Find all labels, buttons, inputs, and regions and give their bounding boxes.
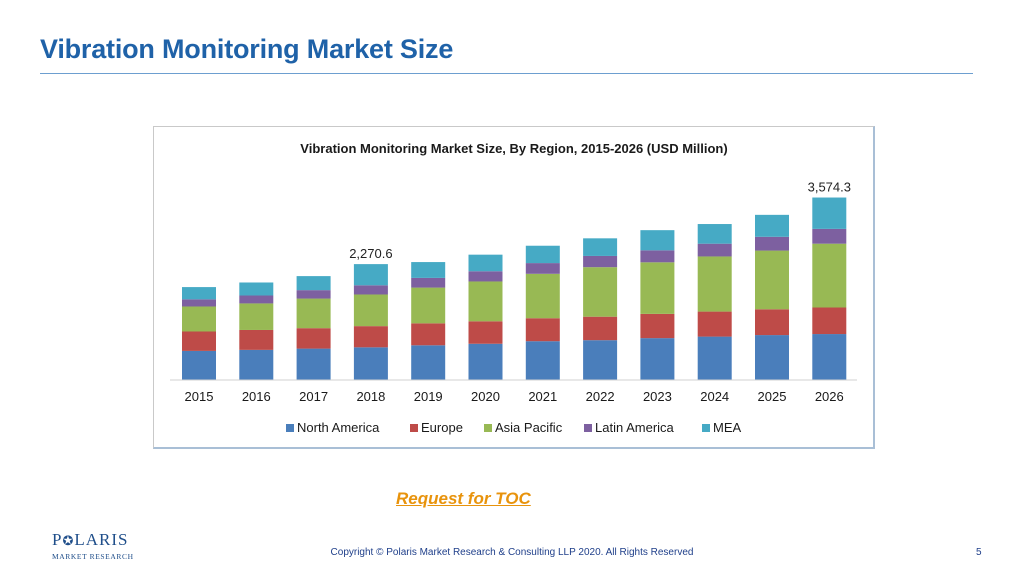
- x-tick-label: 2020: [471, 389, 500, 404]
- bar-europe-2018: [353, 326, 388, 348]
- request-toc-link[interactable]: Request for TOC: [396, 489, 531, 508]
- x-tick-label: 2015: [185, 389, 214, 404]
- page-number: 5: [976, 547, 982, 558]
- bar-mea-2016: [239, 282, 274, 296]
- bars-layer: [182, 197, 847, 380]
- bar-europe-2025: [755, 309, 789, 336]
- bar-asia-pacific-2016: [239, 303, 274, 330]
- bar-asia-pacific-2025: [755, 250, 789, 310]
- bar-europe-2016: [239, 329, 274, 350]
- bar-north-america-2026: [812, 334, 847, 380]
- bar-north-america-2018: [353, 347, 388, 380]
- bar-north-america-2024: [697, 336, 732, 380]
- x-tick-label: 2021: [528, 389, 557, 404]
- chart-container: Vibration Monitoring Market Size, By Reg…: [153, 126, 875, 449]
- legend-label-europe: Europe: [421, 420, 463, 435]
- x-tick-label: 2024: [700, 389, 729, 404]
- bar-asia-pacific-2021: [525, 273, 560, 319]
- bar-north-america-2025: [755, 335, 789, 380]
- bar-north-america-2016: [239, 349, 274, 380]
- bar-asia-pacific-2018: [353, 294, 388, 327]
- bar-mea-2024: [697, 224, 732, 244]
- x-tick-label: 2023: [643, 389, 672, 404]
- legend: North America Europe Asia Pacific Latin Ame…: [286, 420, 742, 435]
- title-divider: [40, 73, 973, 74]
- page-title: Vibration Monitoring Market Size: [40, 34, 454, 64]
- x-tick-label: 2018: [356, 389, 385, 404]
- star-icon: ✪: [62, 533, 75, 548]
- bar-mea-2023: [640, 230, 675, 251]
- data-label-2026: 3,574.3: [808, 180, 851, 195]
- bar-latin-america-2018: [353, 285, 388, 295]
- bar-europe-2026: [812, 307, 847, 335]
- x-tick-label: 2019: [414, 389, 443, 404]
- bar-europe-2015: [182, 331, 216, 351]
- x-tick-label: 2026: [815, 389, 844, 404]
- bar-latin-america-2024: [697, 243, 732, 257]
- x-axis-ticks: 2015 2016 2017 2018 2019 2020 2021 2022 2023 2024…: [185, 389, 844, 404]
- legend-label-asia-pacific: Asia Pacific: [495, 420, 563, 435]
- bar-mea-2025: [755, 214, 789, 237]
- bar-latin-america-2017: [296, 290, 331, 299]
- bar-latin-america-2015: [182, 299, 216, 307]
- legend-label-mea: MEA: [713, 420, 742, 435]
- bar-north-america-2015: [182, 350, 216, 380]
- bar-asia-pacific-2020: [468, 281, 503, 322]
- bar-europe-2024: [697, 311, 732, 337]
- bar-asia-pacific-2015: [182, 306, 216, 332]
- bar-europe-2017: [296, 328, 331, 349]
- bar-latin-america-2020: [468, 271, 503, 282]
- bar-latin-america-2021: [525, 263, 560, 274]
- bar-latin-america-2019: [411, 277, 446, 288]
- legend-swatch-mea: [702, 424, 710, 432]
- bar-latin-america-2016: [239, 295, 274, 304]
- bar-mea-2018: [353, 264, 388, 286]
- bar-asia-pacific-2023: [640, 262, 675, 314]
- bar-north-america-2019: [411, 345, 446, 380]
- bar-europe-2019: [411, 323, 446, 346]
- x-tick-label: 2016: [242, 389, 271, 404]
- bar-europe-2021: [525, 318, 560, 342]
- bar-asia-pacific-2022: [583, 267, 618, 317]
- legend-label-north-america: North America: [297, 420, 380, 435]
- bar-north-america-2020: [468, 343, 503, 380]
- bar-north-america-2022: [583, 340, 618, 380]
- bar-europe-2023: [640, 313, 675, 339]
- bar-north-america-2017: [296, 348, 331, 380]
- bar-mea-2026: [812, 197, 847, 229]
- legend-swatch-europe: [410, 424, 418, 432]
- bar-asia-pacific-2024: [697, 256, 732, 312]
- bar-mea-2015: [182, 287, 216, 300]
- legend-label-latin-america: Latin America: [595, 420, 675, 435]
- polaris-logo: P✪LARIS MARKET RESEARCH: [52, 530, 134, 561]
- bar-mea-2021: [525, 245, 560, 264]
- bar-mea-2020: [468, 254, 503, 272]
- bar-europe-2022: [583, 316, 618, 341]
- bar-mea-2019: [411, 262, 446, 278]
- bar-latin-america-2026: [812, 228, 847, 244]
- bar-north-america-2021: [525, 341, 560, 380]
- bar-asia-pacific-2026: [812, 243, 847, 308]
- chart-title: Vibration Monitoring Market Size, By Reg…: [300, 141, 727, 156]
- legend-swatch-latin-america: [584, 424, 592, 432]
- bar-mea-2017: [296, 276, 331, 291]
- bar-latin-america-2025: [755, 236, 789, 251]
- legend-swatch-north-america: [286, 424, 294, 432]
- bar-europe-2020: [468, 321, 503, 344]
- annotation-layer: 2,270.6 3,574.3: [349, 180, 851, 262]
- data-label-2018: 2,270.6: [349, 246, 392, 261]
- x-tick-label: 2017: [299, 389, 328, 404]
- bar-north-america-2023: [640, 338, 675, 380]
- x-tick-label: 2025: [758, 389, 787, 404]
- stacked-bar-chart: Vibration Monitoring Market Size, By Reg…: [170, 141, 857, 435]
- bar-latin-america-2022: [583, 255, 618, 268]
- copyright-text: Copyright © Polaris Market Research & Co…: [330, 547, 694, 558]
- bar-asia-pacific-2017: [296, 298, 331, 329]
- bar-latin-america-2023: [640, 250, 675, 263]
- bar-asia-pacific-2019: [411, 287, 446, 324]
- x-tick-label: 2022: [586, 389, 615, 404]
- bar-mea-2022: [583, 238, 618, 256]
- legend-swatch-asia-pacific: [484, 424, 492, 432]
